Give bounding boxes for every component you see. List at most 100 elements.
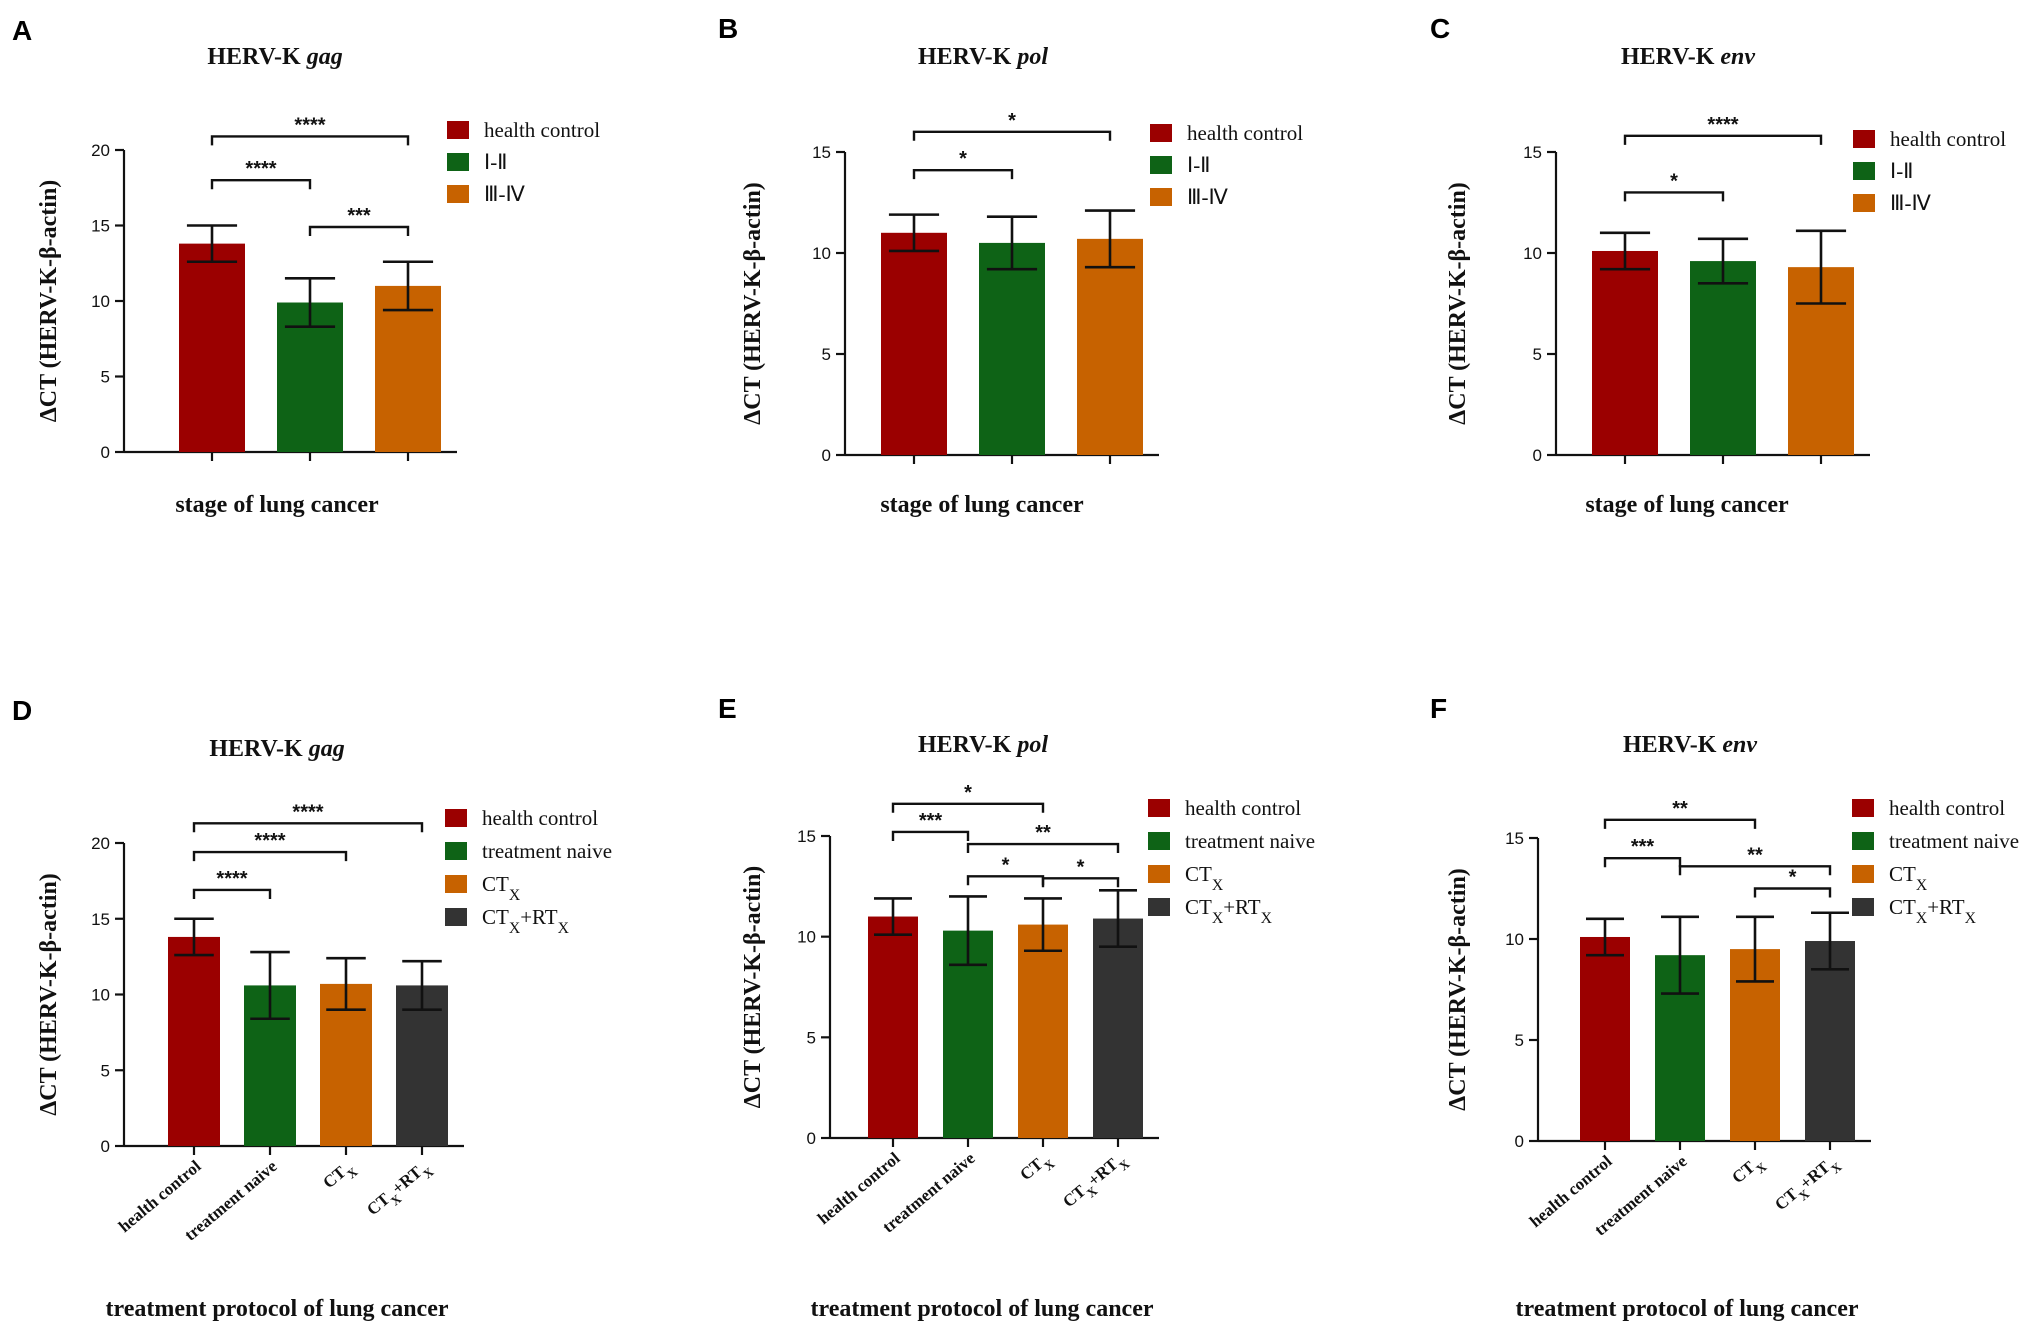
y-tick-label: 5 [101,1061,110,1080]
legend-label: health control [1890,127,2006,151]
y-tick-label: 10 [812,244,831,263]
significance-bracket [1623,191,1725,202]
significance-stars: ** [1747,844,1763,866]
y-tick-label: 15 [797,827,816,846]
x-axis-label: treatment protocol of lung cancer [1515,1296,1858,1322]
legend-swatch [1148,898,1170,916]
panel-letter: E [718,693,737,724]
y-tick-label: 5 [1533,345,1542,364]
y-tick-label: 0 [822,446,831,465]
legend-label: CTX+RTX [1889,895,1977,927]
x-axis-label: stage of lung cancer [1585,492,1789,518]
significance-stars: * [964,782,972,804]
significance-bracket [966,875,1045,886]
significance-stars: **** [292,801,323,823]
x-axis-label: stage of lung cancer [175,492,379,518]
bar [1805,941,1855,1141]
legend-label: treatment naive [1889,829,2019,853]
y-tick-label: 10 [1505,930,1524,949]
y-tick-label: 5 [1515,1031,1524,1050]
legend-swatch [1853,194,1875,212]
legend-swatch [447,121,469,139]
bar [1592,250,1658,455]
significance-stars: **** [254,830,285,852]
y-tick-label: 10 [91,986,110,1005]
y-tick-label: 20 [91,141,110,160]
significance-bracket [1041,877,1120,888]
legend-swatch [1852,832,1874,850]
category-label: CTX+RTX [1771,1151,1845,1219]
y-tick-label: 10 [797,928,816,947]
significance-stars: * [1789,867,1797,889]
legend-swatch [1150,124,1172,142]
bar [868,916,918,1138]
bar [396,985,448,1146]
significance-stars: *** [347,205,371,227]
legend-swatch [445,842,467,860]
category-label: CTX [1016,1148,1058,1189]
significance-bracket [192,888,272,899]
legend-swatch [1148,832,1170,850]
significance-bracket [1678,865,1832,876]
panel-letter: A [12,15,32,46]
legend-label: treatment naive [482,839,612,863]
y-tick-label: 15 [91,217,110,236]
significance-stars: **** [294,114,325,136]
legend-label: Ⅲ-Ⅳ [1890,191,1931,215]
legend-label: health control [1185,796,1301,820]
legend-label: CTX [1185,862,1224,894]
legend-swatch [1852,898,1874,916]
y-axis-label: ΔCT (HERV-K-β-actin) [1445,182,1471,425]
bar [979,242,1045,455]
legend-label: CTX [482,872,521,904]
significance-stars: **** [216,868,247,890]
y-tick-label: 15 [812,143,831,162]
legend-swatch [1852,865,1874,883]
legend-label: CTX [1889,862,1928,894]
significance-bracket [192,822,424,833]
legend-swatch [445,809,467,827]
y-tick-label: 0 [1533,446,1542,465]
significance-bracket [891,802,1045,813]
significance-bracket [1753,887,1832,898]
y-tick-label: 0 [807,1129,816,1148]
y-tick-label: 0 [1515,1132,1524,1151]
legend-swatch [1148,799,1170,817]
y-axis-label: ΔCT (HERV-K-β-actin) [740,182,766,425]
legend-label: Ⅰ-Ⅱ [484,150,508,174]
significance-bracket [1603,857,1682,868]
y-tick-label: 15 [91,910,110,929]
y-tick-label: 0 [101,1137,110,1156]
chart-title: HERV-K pol [918,732,1048,758]
y-axis-label: ΔCT (HERV-K-β-actin) [36,180,62,423]
bar [375,285,441,452]
y-tick-label: 15 [1505,829,1524,848]
y-tick-label: 20 [91,834,110,853]
significance-stars: * [1008,110,1016,132]
bar [1018,924,1068,1138]
legend-label: Ⅰ-Ⅱ [1890,159,1914,183]
bar [1077,238,1143,455]
significance-bracket [308,225,410,237]
significance-bracket [1623,134,1823,145]
y-axis-label: ΔCT (HERV-K-β-actin) [36,873,62,1116]
significance-stars: *** [1631,836,1655,858]
chart-title: HERV-K gag [207,44,342,70]
legend-swatch [1148,865,1170,883]
significance-bracket [210,179,312,190]
y-tick-label: 15 [1523,143,1542,162]
legend-swatch [1852,799,1874,817]
bar [1093,918,1143,1138]
legend-label: Ⅲ-Ⅳ [1187,185,1228,209]
category-label: CTX+RTX [1059,1148,1133,1216]
legend-swatch [1150,188,1172,206]
significance-bracket [912,130,1112,141]
y-tick-label: 10 [91,292,110,311]
x-axis-label: treatment protocol of lung cancer [810,1296,1153,1322]
chart-title: HERV-K env [1623,732,1757,758]
panel-letter: B [718,13,738,44]
panel-a: A HERV-K gag ΔCT (HERV-K-β-actin) 0 5 10 15 20 *… [12,15,600,518]
